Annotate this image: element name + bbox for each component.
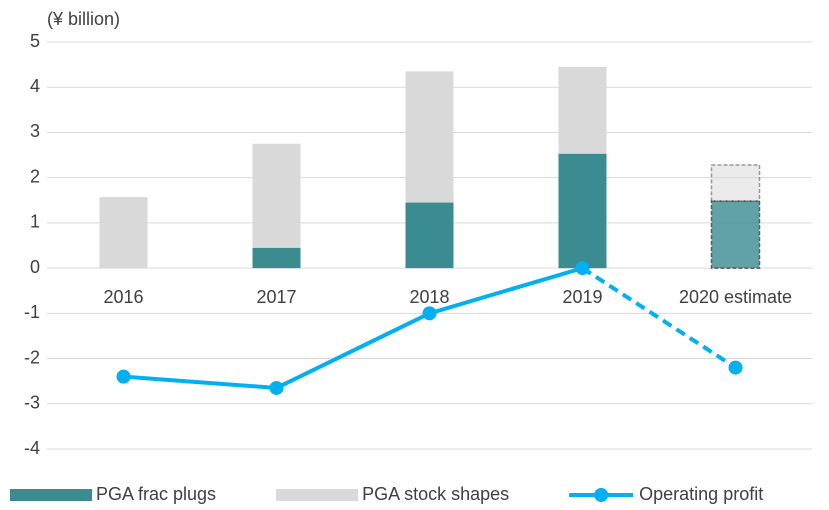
- line-point: [269, 380, 284, 395]
- bar-segment: [252, 143, 301, 248]
- legend-marker: [594, 488, 609, 502]
- line-point: [728, 360, 743, 375]
- y-tick-label: -3: [24, 393, 40, 413]
- legend-label: PGA stock shapes: [362, 484, 509, 504]
- y-tick-label: 3: [30, 121, 40, 141]
- x-tick-label: 2018: [409, 287, 449, 307]
- line-point: [116, 369, 131, 384]
- bar-segment: [710, 164, 761, 202]
- y-axis-label: (¥ billion): [47, 9, 120, 29]
- bar-segment: [558, 66, 607, 154]
- bar-segment: [99, 197, 148, 269]
- y-tick-label: -4: [24, 438, 40, 458]
- legend-label: Operating profit: [639, 484, 763, 504]
- x-tick-label: 2016: [103, 287, 143, 307]
- bar-segment: [405, 71, 454, 203]
- x-tick-label: 2017: [256, 287, 296, 307]
- line: [123, 266, 584, 390]
- y-tick-label: -1: [24, 302, 40, 322]
- y-tick-label: -2: [24, 347, 40, 367]
- bar-segment: [405, 202, 454, 269]
- x-tick-label: 2020 estimate: [679, 287, 792, 307]
- bar-segment: [252, 247, 301, 269]
- y-tick-label: 1: [30, 212, 40, 232]
- y-tick-label: 4: [30, 76, 40, 96]
- legend-swatch: [276, 489, 359, 501]
- line-estimate: [581, 266, 737, 370]
- y-tick-label: 5: [30, 31, 40, 51]
- bar-segment: [710, 200, 761, 269]
- line-point: [422, 306, 437, 321]
- legend-swatch: [10, 489, 92, 501]
- y-tick-label: 0: [30, 257, 40, 277]
- y-tick-label: 2: [30, 166, 40, 186]
- legend-label: PGA frac plugs: [96, 484, 216, 504]
- line-point: [575, 261, 590, 276]
- bar-segment: [558, 153, 607, 269]
- x-tick-label: 2019: [562, 287, 602, 307]
